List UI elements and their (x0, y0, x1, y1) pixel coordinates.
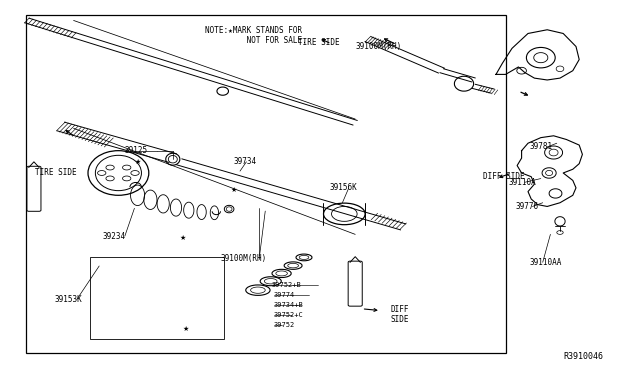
Bar (90, 257, 224, 339)
Text: 39125: 39125 (125, 146, 148, 155)
Text: 39100M(RH): 39100M(RH) (355, 42, 401, 51)
Text: 39781: 39781 (530, 142, 553, 151)
Text: DIFF SIDE: DIFF SIDE (483, 172, 525, 181)
Text: NOTE:★MARK STANDS FOR
         NOT FOR SALE.: NOTE:★MARK STANDS FOR NOT FOR SALE. (205, 26, 307, 45)
Text: DIFF
SIDE: DIFF SIDE (390, 305, 409, 324)
Text: 39153K: 39153K (54, 295, 82, 304)
Text: TIRE SIDE: TIRE SIDE (35, 169, 77, 177)
Text: 39734: 39734 (234, 157, 257, 166)
Text: 39110A: 39110A (509, 178, 536, 187)
Text: ★: ★ (179, 235, 186, 241)
Text: TIRE SIDE: TIRE SIDE (298, 38, 339, 47)
Text: 39752: 39752 (274, 322, 295, 328)
Text: 39156K: 39156K (330, 183, 357, 192)
Text: ★: ★ (134, 159, 141, 165)
Text: 39734+B: 39734+B (274, 302, 303, 308)
Text: 39774: 39774 (274, 292, 295, 298)
Text: 39752+C: 39752+C (274, 312, 303, 318)
Text: 39100M(RH): 39100M(RH) (221, 254, 267, 263)
Text: 39776: 39776 (515, 202, 538, 211)
Text: ★: ★ (182, 326, 189, 332)
Text: ★: ★ (230, 187, 237, 193)
Bar (26, 15, 506, 353)
Text: 39752+B: 39752+B (272, 282, 301, 288)
Text: 39234: 39234 (102, 232, 125, 241)
Text: R3910046: R3910046 (563, 352, 604, 361)
Text: 39110AA: 39110AA (530, 258, 563, 267)
